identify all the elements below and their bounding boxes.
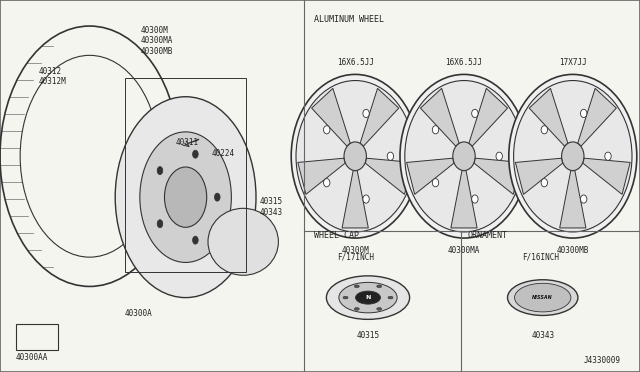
Text: 40300M
40300MA
40300MB: 40300M 40300MA 40300MB [141, 26, 173, 56]
Ellipse shape [387, 152, 394, 160]
Ellipse shape [377, 285, 381, 288]
Text: NISSAN: NISSAN [532, 295, 553, 300]
Polygon shape [342, 171, 369, 228]
Ellipse shape [356, 291, 380, 304]
Ellipse shape [433, 179, 439, 187]
Polygon shape [469, 89, 508, 146]
Polygon shape [451, 171, 477, 228]
Text: 40300AA: 40300AA [16, 353, 49, 362]
Ellipse shape [140, 132, 232, 263]
Polygon shape [298, 158, 345, 195]
Text: 40315
40343: 40315 40343 [259, 197, 282, 217]
Text: 40315: 40315 [356, 331, 380, 340]
Polygon shape [365, 158, 413, 195]
Ellipse shape [363, 109, 369, 118]
Ellipse shape [562, 142, 584, 170]
Text: 40343: 40343 [531, 331, 554, 340]
Polygon shape [406, 158, 454, 195]
Text: 40300MA: 40300MA [448, 246, 480, 254]
Text: 16X6.5JJ: 16X6.5JJ [337, 58, 374, 67]
Ellipse shape [509, 74, 637, 238]
Text: ORNAMENT: ORNAMENT [467, 231, 507, 240]
Text: 40224: 40224 [211, 149, 234, 158]
Ellipse shape [580, 109, 587, 118]
Ellipse shape [541, 179, 548, 187]
Polygon shape [360, 89, 399, 146]
Polygon shape [578, 89, 616, 146]
Ellipse shape [164, 167, 207, 227]
Ellipse shape [344, 142, 367, 170]
Ellipse shape [343, 296, 348, 299]
Ellipse shape [193, 236, 198, 244]
Ellipse shape [157, 167, 163, 174]
Text: 40300A: 40300A [125, 309, 152, 318]
Text: 40312
40312M: 40312 40312M [38, 67, 66, 86]
Ellipse shape [324, 179, 330, 187]
Ellipse shape [453, 142, 476, 170]
Ellipse shape [496, 152, 502, 160]
Ellipse shape [472, 195, 478, 203]
Polygon shape [515, 158, 563, 195]
Ellipse shape [580, 195, 587, 203]
Ellipse shape [400, 74, 528, 238]
Text: 16X6.5JJ: 16X6.5JJ [445, 58, 483, 67]
Ellipse shape [355, 285, 359, 288]
Ellipse shape [157, 220, 163, 228]
Polygon shape [583, 158, 630, 195]
Text: 40300MB: 40300MB [557, 246, 589, 254]
Text: 40300M: 40300M [341, 246, 369, 254]
Polygon shape [420, 89, 459, 146]
Ellipse shape [508, 280, 578, 315]
Bar [125, 78, 246, 272]
Text: 40311: 40311 [176, 138, 199, 147]
Ellipse shape [326, 276, 410, 319]
Text: J4330009: J4330009 [584, 356, 621, 365]
Ellipse shape [515, 283, 571, 312]
Ellipse shape [433, 126, 439, 134]
Ellipse shape [541, 126, 548, 134]
Ellipse shape [115, 97, 256, 298]
Ellipse shape [296, 80, 415, 232]
Ellipse shape [377, 308, 381, 310]
Text: WHEEL CAP: WHEEL CAP [314, 231, 358, 240]
Ellipse shape [355, 308, 359, 310]
Text: F/17INCH: F/17INCH [337, 253, 374, 262]
Ellipse shape [291, 74, 419, 238]
Ellipse shape [472, 109, 478, 118]
Polygon shape [474, 158, 522, 195]
Polygon shape [312, 89, 350, 146]
Ellipse shape [388, 296, 393, 299]
Polygon shape [559, 171, 586, 228]
Ellipse shape [324, 126, 330, 134]
Ellipse shape [339, 282, 397, 313]
Ellipse shape [513, 80, 632, 232]
Text: 17X7JJ: 17X7JJ [559, 58, 587, 67]
Ellipse shape [605, 152, 611, 160]
Ellipse shape [214, 193, 220, 201]
Text: F/16INCH: F/16INCH [522, 253, 559, 262]
Text: ALUMINUM WHEEL: ALUMINUM WHEEL [314, 15, 383, 24]
Ellipse shape [404, 80, 524, 232]
Ellipse shape [208, 208, 278, 275]
Text: N: N [365, 295, 371, 300]
Polygon shape [529, 89, 568, 146]
Ellipse shape [193, 150, 198, 158]
Ellipse shape [363, 195, 369, 203]
Bar [16, 324, 58, 350]
